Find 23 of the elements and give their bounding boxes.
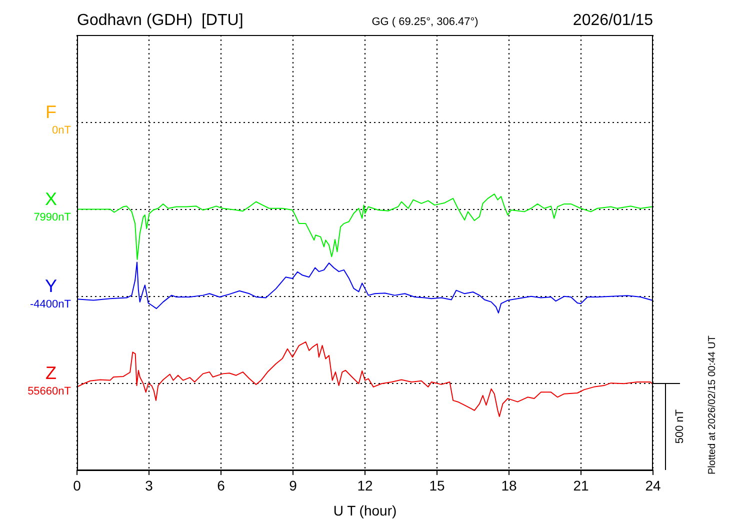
x-tick-label: 24	[645, 477, 661, 494]
ref-line-label: 0nT	[52, 124, 72, 137]
x-tick-label: 21	[573, 477, 589, 494]
ref-line-label: 55660nT	[28, 386, 72, 398]
series-label: X	[44, 188, 58, 209]
text: Plotted at 2026/02/15 00:44 UT	[706, 336, 718, 474]
series-label: Y	[44, 276, 58, 296]
chart-title: Godhavn (GDH) [DTU]	[77, 12, 244, 29]
text: 500 nT	[674, 409, 686, 444]
ref-line-label: -4400nT	[30, 298, 72, 310]
ref-line-label: 7990nT	[34, 211, 72, 224]
chart-subtitle: GG ( 69.25°, 306.47°)	[372, 16, 478, 28]
x-tick-label: 18	[501, 477, 517, 494]
x-tick-label: 15	[429, 477, 445, 494]
x-tick-label: 0	[73, 477, 82, 494]
x-tick-label: 9	[289, 477, 298, 494]
series-label: Z	[46, 363, 56, 384]
text: 2026/01/15	[572, 12, 654, 29]
x-axis-title: U T (hour)	[333, 502, 397, 518]
x-tick-label: 6	[217, 477, 226, 494]
text: F	[46, 102, 56, 122]
x-tick-label: 3	[145, 477, 154, 494]
x-tick-label: 12	[357, 477, 373, 494]
